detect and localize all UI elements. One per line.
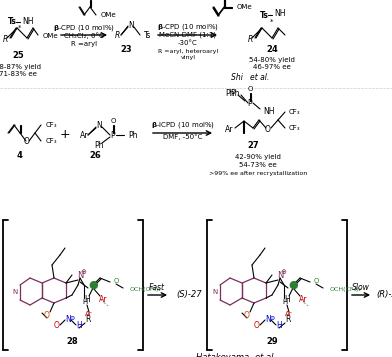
Text: Hatakeyama: Hatakeyama (196, 353, 252, 357)
Text: DMF, -50°C: DMF, -50°C (163, 134, 203, 140)
Text: Shi: Shi (231, 74, 245, 82)
Text: R: R (285, 316, 291, 325)
Text: H: H (282, 299, 288, 305)
Text: MeCN-DMF (1:1): MeCN-DMF (1:1) (160, 32, 216, 38)
Text: R =aryl, heteroaryl: R =aryl, heteroaryl (158, 49, 218, 54)
Text: 71-83% ee: 71-83% ee (0, 71, 37, 77)
Text: OMe: OMe (237, 4, 252, 10)
Text: P: P (248, 99, 252, 107)
Text: O: O (113, 278, 119, 284)
Text: 29: 29 (266, 337, 278, 347)
Text: Slow: Slow (352, 283, 370, 292)
Text: O: O (44, 311, 50, 320)
Text: CF₃: CF₃ (289, 125, 301, 131)
Text: +: + (60, 129, 70, 141)
Text: $\oplus$: $\oplus$ (80, 267, 88, 277)
Text: O: O (110, 118, 116, 124)
Text: R =aryl: R =aryl (71, 41, 97, 47)
Text: N: N (277, 271, 283, 280)
Text: Ar: Ar (99, 295, 107, 303)
Text: OMe: OMe (43, 33, 59, 39)
Text: NH: NH (274, 10, 285, 19)
Text: N: N (96, 121, 102, 130)
Text: Ph: Ph (230, 89, 240, 97)
Text: R: R (247, 35, 252, 45)
Text: NH: NH (22, 16, 33, 25)
Text: N: N (13, 289, 18, 295)
Text: O: O (54, 321, 60, 330)
Text: *: * (270, 19, 274, 25)
Text: 42-90% yield: 42-90% yield (235, 154, 281, 160)
Text: (S)-27: (S)-27 (176, 291, 201, 300)
Text: O: O (244, 311, 250, 320)
Text: $\mathbf{\beta}$-ICPD (10 mol%): $\mathbf{\beta}$-ICPD (10 mol%) (151, 120, 215, 130)
Text: et al.: et al. (255, 353, 276, 357)
Text: Ts: Ts (260, 10, 269, 20)
Text: ●: ● (288, 280, 298, 290)
Text: $\oplus$: $\oplus$ (280, 267, 288, 277)
Text: CH₂Cl₂, 0°C: CH₂Cl₂, 0°C (64, 32, 104, 39)
Text: 46-97% ee: 46-97% ee (253, 64, 291, 70)
Text: N: N (213, 289, 218, 295)
Text: O: O (247, 86, 253, 92)
Text: >99% ee after recrystallization: >99% ee after recrystallization (209, 171, 307, 176)
Text: et al.: et al. (250, 74, 269, 82)
Text: Ar: Ar (85, 311, 93, 317)
Text: H: H (84, 295, 90, 303)
Text: Ts: Ts (8, 17, 17, 26)
Text: $\ominus$: $\ominus$ (69, 314, 75, 322)
Text: vinyl: vinyl (180, 55, 196, 60)
Text: *: * (18, 25, 22, 31)
Text: OCH(CF₃)₂: OCH(CF₃)₂ (330, 287, 362, 292)
Text: $\ominus$: $\ominus$ (269, 314, 275, 322)
Text: P: P (111, 131, 115, 140)
Text: H: H (276, 321, 282, 330)
Text: N: N (77, 271, 83, 280)
Text: H: H (284, 295, 290, 303)
Text: Ar: Ar (80, 131, 89, 140)
Text: 4: 4 (17, 151, 23, 160)
Text: Ts: Ts (144, 30, 151, 40)
Text: O: O (24, 136, 30, 146)
Text: Ar: Ar (299, 295, 307, 303)
Text: CF₃: CF₃ (46, 122, 58, 128)
Text: CF₃: CF₃ (289, 109, 301, 115)
Text: R: R (2, 35, 7, 45)
Text: O: O (313, 278, 319, 284)
Text: O: O (254, 321, 260, 330)
Text: NH: NH (263, 106, 274, 116)
Text: 28: 28 (66, 337, 78, 347)
Text: R: R (115, 30, 120, 40)
Text: CF₃: CF₃ (46, 138, 58, 144)
Text: 54-73% ee: 54-73% ee (239, 162, 277, 168)
Text: 24: 24 (266, 45, 278, 55)
Text: $\mathbf{\beta}$-CPD (10 mol%): $\mathbf{\beta}$-CPD (10 mol%) (53, 23, 115, 33)
Text: 58-87% yield: 58-87% yield (0, 64, 41, 70)
Text: OMe: OMe (101, 12, 117, 18)
Text: OCH(CF₃)₂: OCH(CF₃)₂ (130, 287, 162, 292)
Text: Ph: Ph (94, 141, 104, 151)
Text: N: N (65, 316, 71, 325)
Text: 54-80% yield: 54-80% yield (249, 57, 295, 63)
Text: H: H (76, 321, 82, 330)
Text: R: R (85, 316, 91, 325)
Text: ●: ● (88, 280, 98, 290)
Text: Ar: Ar (225, 126, 233, 135)
Text: 23: 23 (120, 45, 132, 55)
Text: 27: 27 (247, 141, 259, 150)
Text: O: O (265, 125, 271, 134)
Text: Ar: Ar (285, 311, 293, 317)
Text: Ph: Ph (225, 89, 235, 97)
Text: -30°C: -30°C (178, 40, 198, 46)
Text: 25: 25 (12, 50, 24, 60)
Text: N: N (265, 316, 271, 325)
Text: Fast: Fast (149, 283, 165, 292)
Text: 26: 26 (89, 151, 101, 160)
Text: Ph: Ph (128, 131, 138, 140)
Text: $\mathbf{\beta}$-CPD (10 mol%): $\mathbf{\beta}$-CPD (10 mol%) (157, 22, 219, 32)
Text: H: H (82, 299, 88, 305)
Text: (R)-27: (R)-27 (376, 291, 392, 300)
Text: N: N (128, 20, 134, 30)
